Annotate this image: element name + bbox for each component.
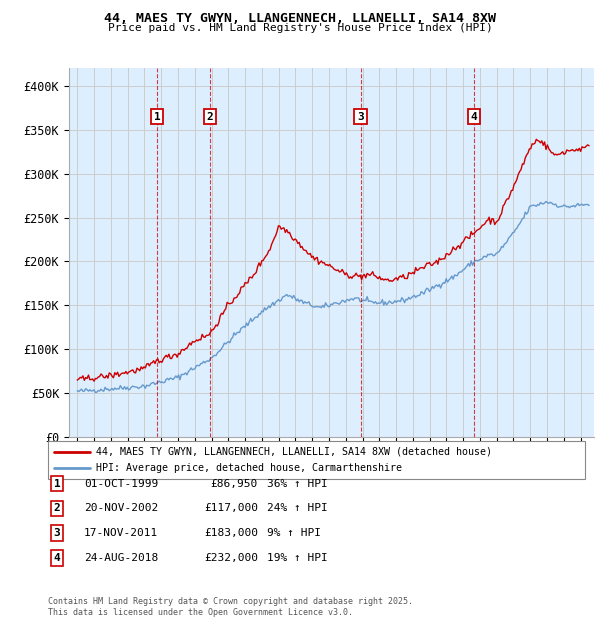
Text: £183,000: £183,000 [204,528,258,538]
Text: 4: 4 [470,112,478,122]
Text: 24% ↑ HPI: 24% ↑ HPI [267,503,328,513]
Text: 1: 1 [53,479,61,489]
Text: 24-AUG-2018: 24-AUG-2018 [84,553,158,563]
Text: 3: 3 [357,112,364,122]
Text: 36% ↑ HPI: 36% ↑ HPI [267,479,328,489]
Text: 2: 2 [206,112,213,122]
Text: Price paid vs. HM Land Registry's House Price Index (HPI): Price paid vs. HM Land Registry's House … [107,23,493,33]
Text: 2: 2 [53,503,61,513]
Text: 4: 4 [53,553,61,563]
Text: HPI: Average price, detached house, Carmarthenshire: HPI: Average price, detached house, Carm… [96,463,402,473]
Text: 9% ↑ HPI: 9% ↑ HPI [267,528,321,538]
Text: £232,000: £232,000 [204,553,258,563]
Text: 19% ↑ HPI: 19% ↑ HPI [267,553,328,563]
Text: 17-NOV-2011: 17-NOV-2011 [84,528,158,538]
Text: £117,000: £117,000 [204,503,258,513]
Text: 1: 1 [154,112,160,122]
Text: £86,950: £86,950 [211,479,258,489]
Text: 3: 3 [53,528,61,538]
Text: 44, MAES TY GWYN, LLANGENNECH, LLANELLI, SA14 8XW: 44, MAES TY GWYN, LLANGENNECH, LLANELLI,… [104,12,496,25]
Text: 44, MAES TY GWYN, LLANGENNECH, LLANELLI, SA14 8XW (detached house): 44, MAES TY GWYN, LLANGENNECH, LLANELLI,… [96,447,492,457]
Text: Contains HM Land Registry data © Crown copyright and database right 2025.
This d: Contains HM Land Registry data © Crown c… [48,598,413,617]
Text: 20-NOV-2002: 20-NOV-2002 [84,503,158,513]
Text: 01-OCT-1999: 01-OCT-1999 [84,479,158,489]
